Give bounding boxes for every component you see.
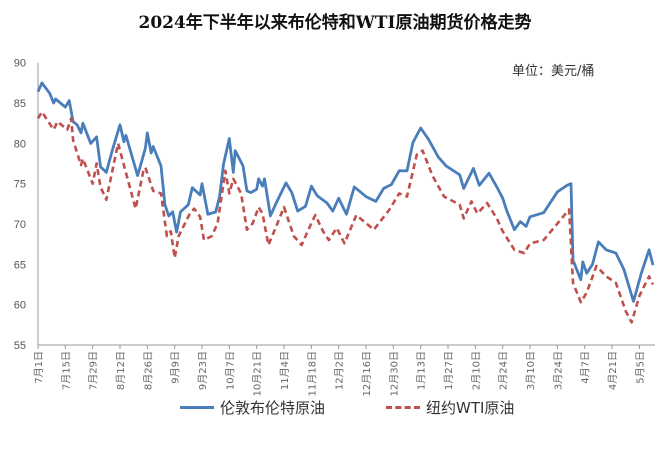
x-tick-label: 1月27日 (443, 351, 455, 390)
x-tick-label: 3月10日 (525, 351, 537, 390)
legend-item-brent: 伦敦布伦特原油 (180, 397, 325, 418)
unit-label: 单位：美元/桶 (512, 64, 595, 79)
y-tick-label: 80 (14, 138, 26, 150)
x-tick-label: 8月26日 (142, 351, 154, 390)
x-tick-label: 7月29日 (88, 351, 100, 390)
legend-swatch-wti (386, 406, 420, 409)
x-tick-label: 11月4日 (279, 351, 291, 390)
legend-swatch-brent (180, 406, 214, 409)
chart-title: 2024年下半年以来布伦特和WTI原油期货价格走势 (138, 13, 532, 33)
legend-label-wti: 纽约WTI原油 (426, 399, 515, 417)
x-tick-label: 12月2日 (334, 351, 346, 390)
x-tick-label: 10月7日 (224, 351, 236, 390)
x-tick-label: 5月5日 (634, 351, 646, 384)
x-tick-label: 12月16日 (361, 351, 373, 396)
series-line-wti (36, 110, 655, 324)
x-tick-label: 7月1日 (33, 351, 45, 384)
y-tick-label: 55 (14, 340, 26, 352)
x-tick-label: 11月18日 (306, 351, 318, 396)
x-tick-label: 1月13日 (416, 351, 428, 390)
x-tick-label: 2月24日 (498, 351, 510, 390)
legend-item-wti: 纽约WTI原油 (386, 397, 514, 418)
y-tick-label: 60 (14, 300, 26, 312)
y-tick-label: 75 (14, 179, 26, 191)
series-line-brent (36, 81, 655, 303)
x-tick-label: 2月10日 (470, 351, 482, 390)
x-tick-label: 7月15日 (60, 351, 72, 390)
x-tick-label: 9月9日 (170, 351, 182, 384)
legend-label-brent: 伦敦布伦特原油 (220, 399, 326, 417)
y-tick-label: 70 (14, 219, 26, 231)
x-tick-label: 8月12日 (115, 351, 127, 390)
x-tick-label: 10月21日 (252, 351, 264, 396)
x-tick-label: 9月23日 (197, 351, 209, 390)
x-tick-label: 4月21日 (607, 351, 619, 390)
y-tick-label: 65 (14, 259, 26, 271)
y-tick-label: 85 (14, 98, 26, 110)
x-tick-label: 3月24日 (552, 351, 564, 390)
x-tick-label: 4月7日 (580, 351, 592, 384)
x-tick-label: 12月30日 (388, 351, 400, 396)
y-tick-label: 90 (14, 58, 26, 70)
